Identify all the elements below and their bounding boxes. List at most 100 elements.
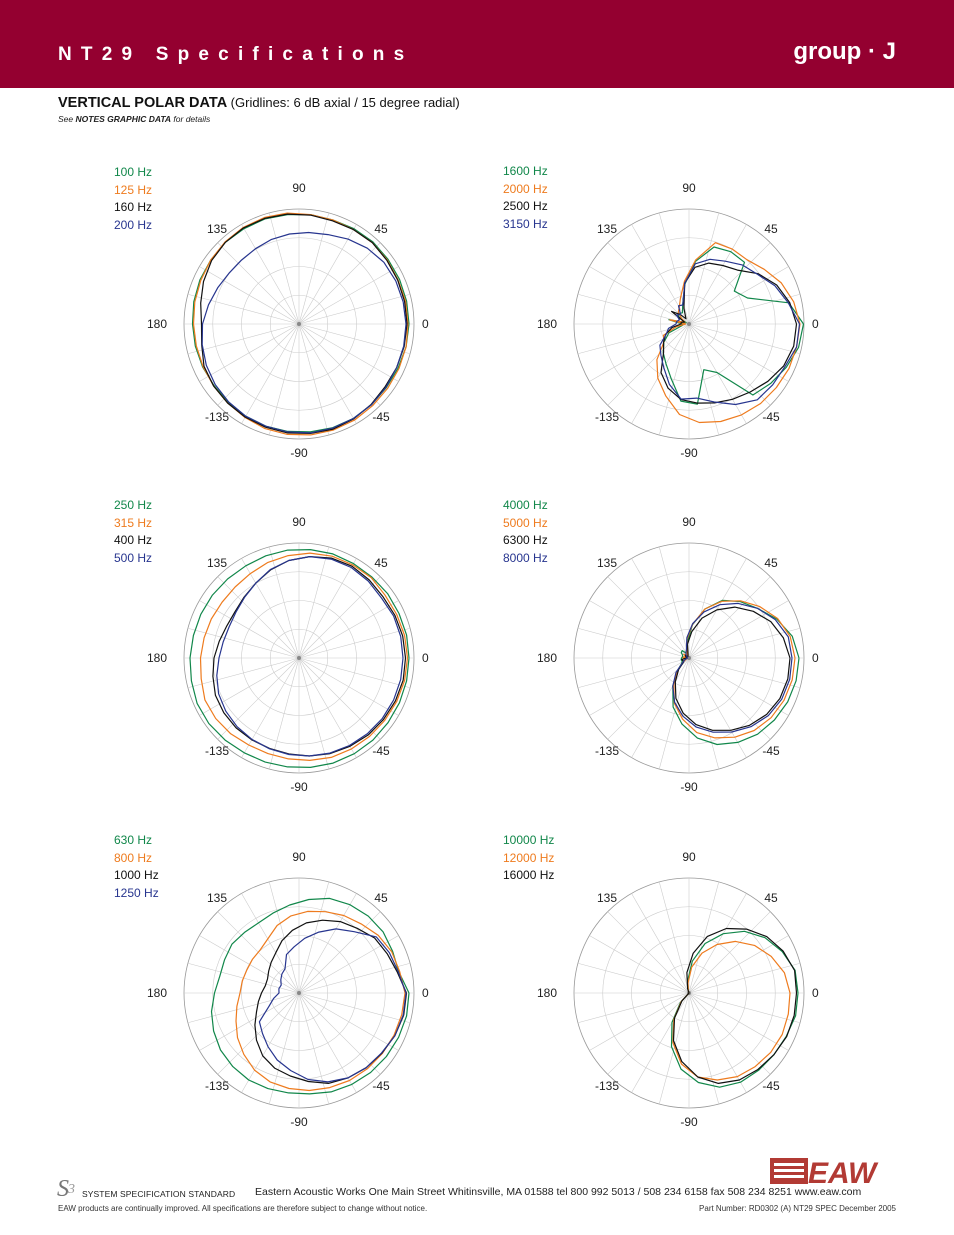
eaw-logo-text: EAW [808,1157,879,1187]
grid-spoke [658,657,690,770]
legend-entry: 500 Hz [114,550,153,565]
series-line-500-hz [216,555,404,757]
notes-prefix: See [58,114,76,124]
axis-label-deg135: 135 [597,556,617,570]
grid-spoke [577,992,690,1024]
grid-spoke [268,992,300,1105]
axis-label-degm135: -135 [205,410,229,424]
axis-label-deg180: 180 [537,986,557,1000]
axis-label-degm90: -90 [680,1115,698,1129]
grid-spoke [688,992,801,1024]
series-line-125-hz [192,212,409,436]
axis-label-deg0: 0 [422,651,429,665]
legend-entry: 1000 Hz [114,868,159,882]
axis-label-degm135: -135 [595,410,619,424]
polar-center [297,322,301,326]
legend-1: 100 Hz 125 Hz 160 Hz 200 Hz [114,164,152,234]
grid-spoke [688,992,789,1051]
grid-ring [183,208,415,440]
axis-label-deg0: 0 [812,317,819,331]
grid-spoke [217,911,300,994]
grid-spoke [589,266,690,325]
grid-spoke [688,546,720,659]
legend-4: 4000 Hz 5000 Hz 6300 Hz 8000 Hz [503,497,548,567]
grid-spoke [607,242,690,325]
series-line-630-hz [210,897,410,1095]
group-label: group · J [793,38,896,65]
grid-spoke [298,242,381,325]
polar-center [687,322,691,326]
grid-spoke [688,657,720,770]
polar-chart-4: 90 45 0 135 180 -135 -90 -45 [537,515,819,794]
grid-spoke [241,323,300,424]
series-line-4000-hz [672,599,800,746]
grid-spoke [577,627,690,659]
grid-spoke [298,627,411,659]
grid-spoke [688,323,801,355]
grid-spoke [298,992,399,1051]
section-title: VERTICAL POLAR DATA (Gridlines: 6 dB axi… [58,95,460,111]
grid-spoke [688,212,720,325]
grid-ring [631,600,747,716]
grid-ring [269,294,329,354]
axis-label-deg0: 0 [422,317,429,331]
grid-spoke [688,657,801,689]
grid-spoke [217,992,300,1075]
legend-entry: 3150 Hz [503,216,548,231]
polar-center [687,656,691,660]
grid-ring [602,571,776,745]
grid-spoke [298,224,357,325]
grid-spoke [688,224,747,325]
grid-spoke [298,212,330,325]
grid-ring [659,294,719,354]
grid-spoke [241,558,300,659]
series-line-100-hz [191,214,410,433]
grid-spoke [298,992,411,1024]
grid-spoke [298,323,330,436]
series-line-1250-hz [258,928,407,1083]
notes-bold: NOTES GRAPHIC DATA [75,114,172,124]
legend-entry: 6300 Hz [503,533,548,547]
polar-chart-5: 90 45 0 135 180 -135 -90 -45 [147,850,429,1129]
grid-ring [183,542,415,774]
grid-ring [573,877,805,1109]
grid-spoke [298,323,411,355]
legend-entry: 2000 Hz [503,181,548,196]
grid-spoke [199,323,300,382]
axis-label-deg0: 0 [812,651,819,665]
series-line-400-hz [212,555,407,757]
grid-spoke [658,323,690,436]
axis-label-degm45: -45 [762,410,780,424]
grid-spoke [298,657,330,770]
grid-spoke [298,992,330,1105]
grid-spoke [688,893,747,994]
grid-spoke [187,992,300,1024]
axis-label-degm90: -90 [290,780,308,794]
legend-entry: 250 Hz [114,498,153,512]
grid-spoke [298,600,399,659]
grid-spoke [241,657,300,758]
axis-label-degm90: -90 [290,1115,308,1129]
legend-entry: 1600 Hz [503,164,548,178]
legend-entry: 5000 Hz [503,515,548,530]
axis-label-deg90: 90 [682,850,696,864]
series-line-8000-hz [672,602,793,733]
grid-spoke [187,323,300,355]
polar-chart-1: 90 45 0 135 180 -135 -90 -45 [147,181,429,460]
grid-spoke [577,293,690,325]
grid-spoke [688,558,747,659]
grid-spoke [187,657,300,689]
axis-label-degm135: -135 [595,744,619,758]
grid-spoke [688,323,789,382]
legend-entry: 200 Hz [114,217,153,232]
legend-6: 10000 Hz 12000 Hz 16000 Hz [503,832,554,885]
grid-spoke [187,293,300,325]
grid-spoke [298,657,399,716]
grid-spoke [187,627,300,659]
series-line-6300-hz [674,606,791,731]
grid-spoke [631,224,690,325]
legend-entry: 16000 Hz [503,868,555,882]
grid-spoke [298,558,357,659]
axis-label-deg45: 45 [374,891,388,905]
grid-spoke [688,323,720,436]
